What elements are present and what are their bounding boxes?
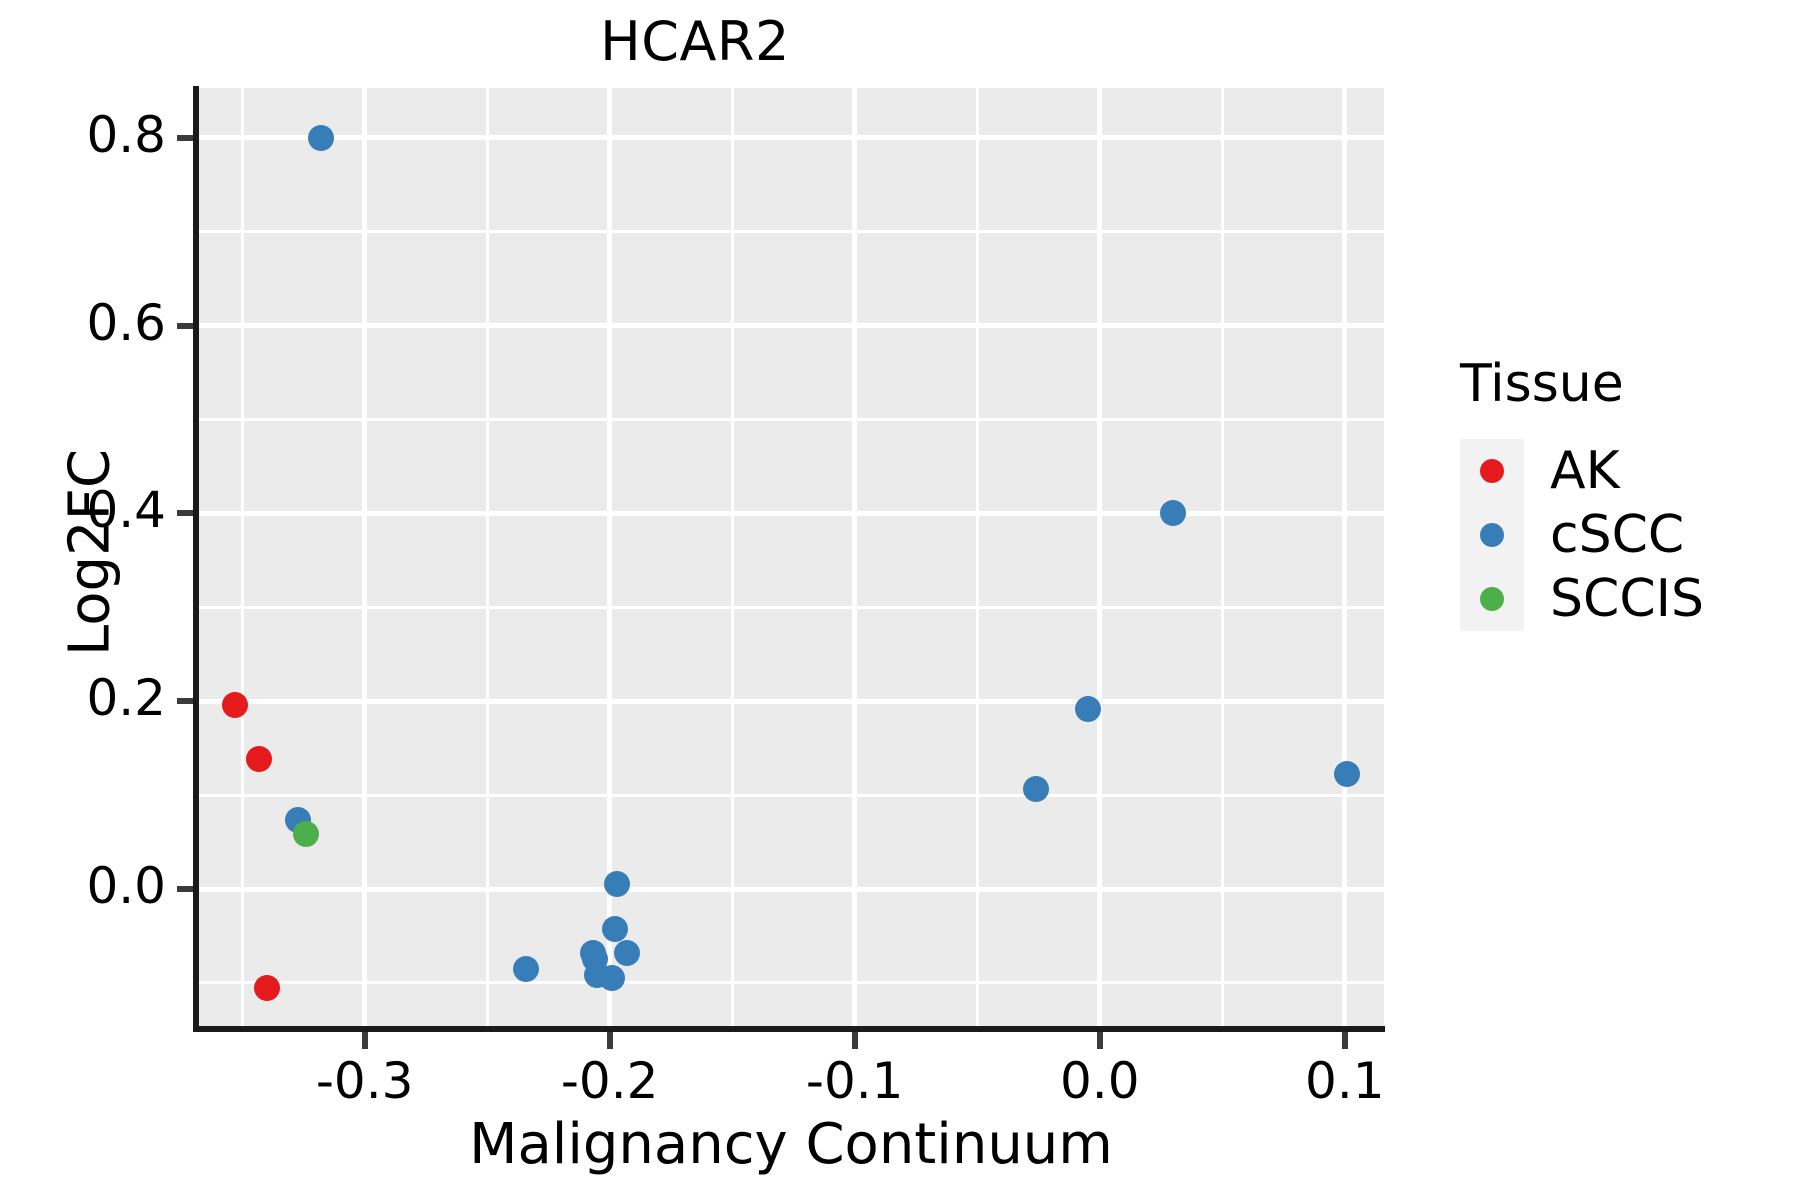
- gridline-major-horizontal: [198, 135, 1384, 141]
- x-tick-mark: [851, 1032, 858, 1049]
- gridline-minor-vertical: [485, 88, 489, 1028]
- y-tick-label: 0.2: [86, 669, 166, 728]
- gridline-major-vertical: [607, 88, 613, 1028]
- y-tick-mark: [177, 134, 193, 141]
- legend-item-label: AK: [1550, 441, 1620, 502]
- gridline-minor-vertical: [975, 88, 979, 1028]
- gridline-minor-horizontal: [198, 981, 1384, 985]
- plot-panel: [198, 88, 1384, 1028]
- x-tick-label: -0.1: [805, 1052, 904, 1110]
- legend: Tissue AK cSCC SCCIS: [1460, 354, 1790, 632]
- gridline-minor-horizontal: [198, 417, 1384, 421]
- legend-item-cscc[interactable]: cSCC: [1460, 503, 1790, 568]
- y-tick-label: 0.0: [86, 857, 166, 916]
- y-tick-label: 0.4: [86, 481, 166, 540]
- legend-item-sccis[interactable]: SCCIS: [1460, 567, 1790, 632]
- x-tick-mark: [361, 1032, 368, 1049]
- data-point: [513, 955, 540, 982]
- legend-item-label: SCCIS: [1550, 569, 1704, 630]
- gridline-minor-vertical: [1220, 88, 1224, 1028]
- page-title: HCAR2: [600, 10, 790, 73]
- data-point: [292, 820, 319, 847]
- x-axis-title: Malignancy Continuum: [469, 1112, 1113, 1177]
- gridline-major-horizontal: [198, 698, 1384, 704]
- gridline-major-vertical: [362, 88, 368, 1028]
- data-point: [253, 974, 280, 1001]
- legend-key-swatch: [1460, 439, 1524, 504]
- x-tick-label: -0.2: [560, 1052, 659, 1110]
- gridline-major-horizontal: [198, 510, 1384, 516]
- data-point: [601, 916, 628, 943]
- y-tick-label: 0.8: [86, 105, 166, 164]
- x-tick-label: -0.3: [315, 1052, 414, 1110]
- data-point: [1160, 500, 1187, 527]
- data-point: [307, 124, 334, 151]
- legend-key-swatch: [1460, 503, 1524, 568]
- data-point: [1074, 695, 1101, 722]
- y-tick-mark: [177, 886, 193, 893]
- y-tick-mark: [177, 322, 193, 329]
- data-point: [604, 871, 631, 898]
- x-tick-mark: [606, 1032, 613, 1049]
- legend-title: Tissue: [1460, 354, 1624, 414]
- gridline-major-horizontal: [198, 323, 1384, 329]
- y-axis-line: [193, 86, 199, 1030]
- data-point: [246, 746, 273, 773]
- gridline-major-vertical: [852, 88, 858, 1028]
- gridline-minor-vertical: [730, 88, 734, 1028]
- legend-point-icon: [1480, 459, 1504, 484]
- gridline-major-horizontal: [198, 886, 1384, 892]
- x-tick-mark: [1341, 1032, 1348, 1049]
- x-axis-line: [193, 1026, 1385, 1032]
- data-point: [613, 939, 640, 966]
- legend-point-icon: [1480, 587, 1504, 612]
- gridline-major-vertical: [1097, 88, 1103, 1028]
- x-tick-label: 0.1: [1305, 1052, 1385, 1110]
- x-tick-mark: [1096, 1032, 1103, 1049]
- legend-point-icon: [1480, 523, 1504, 548]
- gridline-minor-vertical: [240, 88, 244, 1028]
- y-tick-mark: [177, 510, 193, 517]
- gridline-major-vertical: [1342, 88, 1348, 1028]
- legend-key-swatch: [1460, 567, 1524, 632]
- data-point: [1334, 761, 1361, 788]
- gridline-minor-horizontal: [198, 793, 1384, 797]
- legend-items: AK cSCC SCCIS: [1460, 439, 1790, 632]
- data-point: [599, 965, 626, 992]
- gridline-minor-horizontal: [198, 230, 1384, 234]
- x-tick-label: 0.0: [1059, 1052, 1140, 1110]
- data-point: [1023, 776, 1050, 803]
- y-tick-mark: [177, 698, 193, 705]
- legend-item-label: cSCC: [1550, 505, 1685, 566]
- gridline-minor-horizontal: [198, 605, 1384, 609]
- data-point: [221, 691, 248, 718]
- y-tick-label: 0.6: [86, 293, 166, 352]
- y-axis-title: Log2FC: [57, 449, 123, 656]
- legend-item-ak[interactable]: AK: [1460, 439, 1790, 504]
